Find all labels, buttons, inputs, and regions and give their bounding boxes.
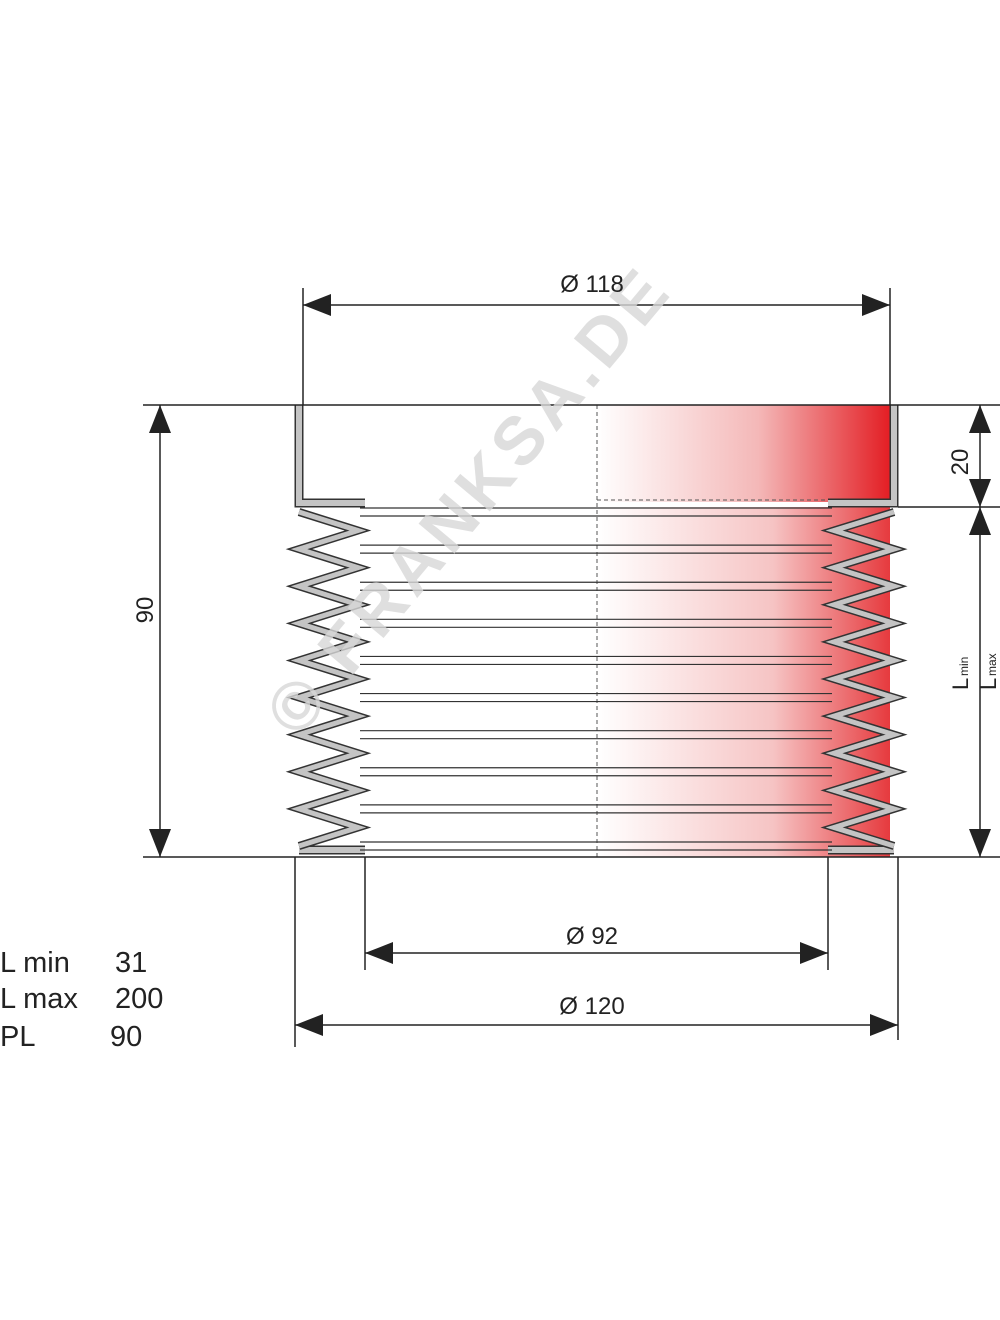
- symbol: L: [948, 678, 973, 690]
- arrow-head: [969, 479, 991, 507]
- spec-value: 31: [115, 947, 147, 979]
- arrow-head: [969, 829, 991, 857]
- dim-label: 90: [132, 597, 159, 624]
- arrow-head: [969, 405, 991, 433]
- dimension-lines: [143, 288, 1000, 1047]
- wall-outline: [294, 405, 365, 508]
- arrow-head: [800, 942, 828, 964]
- l-min-label: L min: [948, 657, 973, 690]
- arrow-head: [303, 294, 331, 316]
- fold: [290, 509, 367, 849]
- hidden-edge: [596, 404, 890, 857]
- spec-value: 200: [115, 983, 163, 1015]
- subscript: min: [957, 657, 971, 676]
- dim-label: Ø 92: [566, 923, 618, 950]
- fold: [825, 509, 903, 849]
- dim-label: Ø 120: [559, 993, 624, 1020]
- l-max-label: L max: [976, 653, 1000, 690]
- symbol: L: [976, 678, 1000, 690]
- spec-value: 90: [110, 1021, 142, 1053]
- dim-label: Ø 118: [560, 271, 624, 298]
- arrow-head: [149, 829, 171, 857]
- spec-key: PL: [0, 1021, 35, 1053]
- arrow-head: [870, 1014, 898, 1036]
- arrow-head: [365, 942, 393, 964]
- arrow-head: [969, 507, 991, 535]
- arrow-head: [862, 294, 890, 316]
- flange-shade: [597, 405, 890, 502]
- arrow-head: [295, 1014, 323, 1036]
- spec-table: L min 31 L max 200 PL 90: [0, 947, 163, 1053]
- spec-key: L min: [0, 947, 70, 979]
- dim-label: 20: [947, 449, 974, 476]
- wall: [828, 405, 897, 506]
- bellows: [285, 405, 908, 855]
- subscript: max: [985, 653, 999, 676]
- wall: [296, 405, 365, 506]
- spec-key: L max: [0, 983, 78, 1015]
- arrow-head: [149, 405, 171, 433]
